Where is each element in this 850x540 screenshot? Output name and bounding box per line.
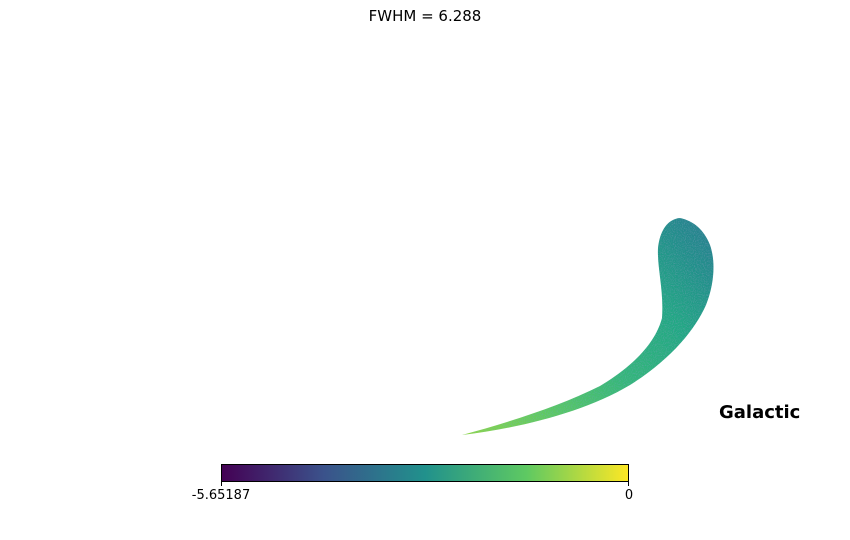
colorbar-tick-min bbox=[221, 481, 222, 486]
observed-sky-region bbox=[462, 218, 714, 435]
map-title: FWHM = 6.288 bbox=[368, 7, 482, 25]
colorbar-min-label: -5.65187 bbox=[191, 488, 251, 503]
coordinate-system-label: Galactic bbox=[719, 402, 801, 423]
colorbar-tick-max bbox=[628, 481, 629, 486]
colorbar bbox=[221, 464, 629, 482]
colorbar-max-label: 0 bbox=[624, 488, 634, 503]
